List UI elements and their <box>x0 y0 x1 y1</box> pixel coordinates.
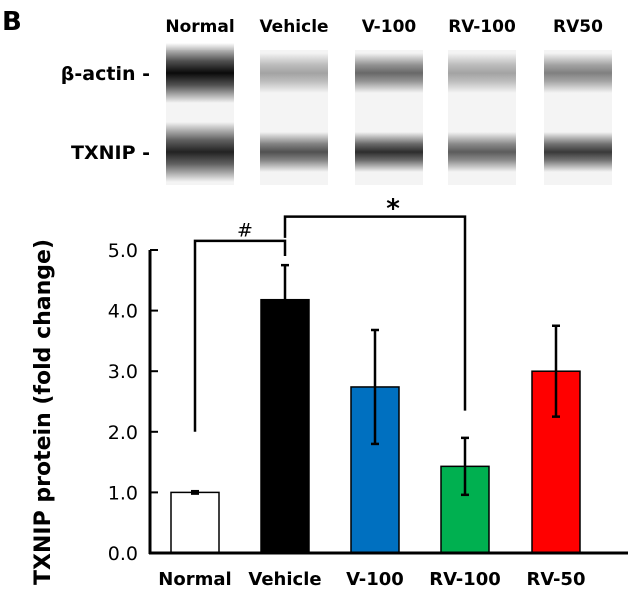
blot-band <box>448 132 516 172</box>
significance-bracket-star <box>283 215 467 411</box>
x-tick-label: Vehicle <box>248 569 321 590</box>
western-blot: Normal Vehicle V-100 RV-100 RV50 β-actin - TXN… <box>61 17 612 185</box>
significance-bracket-hash <box>193 239 287 432</box>
blot-lane-label: V-100 <box>362 17 417 37</box>
x-tick-label: V-100 <box>346 569 404 590</box>
blot-band <box>448 53 516 93</box>
panel-label: B <box>2 7 22 37</box>
blot-band <box>544 53 612 93</box>
blot-band <box>355 53 423 93</box>
bar-normal <box>170 491 220 554</box>
blot-band <box>166 43 234 103</box>
bar-vehicle <box>260 298 310 554</box>
significance-symbol: * <box>386 194 400 224</box>
x-tick-label: Normal <box>158 569 231 590</box>
bar-chart: TXNIP protein (fold change) 0.0 1.0 2.0 3.0… <box>31 194 628 590</box>
y-tick-label: 2.0 <box>108 422 138 444</box>
blot-band <box>260 53 328 93</box>
y-tick-label: 5.0 <box>108 240 138 262</box>
y-tick-label: 4.0 <box>108 301 138 323</box>
y-tick-label: 3.0 <box>108 361 138 383</box>
blot-row-label: β-actin - <box>61 63 150 85</box>
x-tick-label: RV-100 <box>429 569 501 590</box>
blot-band <box>166 122 234 182</box>
blot-band <box>355 132 423 172</box>
y-tick-label: 1.0 <box>108 482 138 504</box>
blot-band <box>544 132 612 172</box>
y-tick-label: 0.0 <box>108 543 138 565</box>
blot-lane-label: Vehicle <box>259 17 328 37</box>
blot-band <box>260 132 328 172</box>
blot-lane-label: RV50 <box>553 17 603 37</box>
blot-row-label: TXNIP - <box>71 142 150 164</box>
blot-lane-label: Normal <box>165 17 234 37</box>
x-tick-label: RV-50 <box>526 569 585 590</box>
blot-lane-label: RV-100 <box>448 17 516 37</box>
significance-symbol: # <box>237 220 253 242</box>
y-axis-label: TXNIP protein (fold change) <box>31 239 56 585</box>
